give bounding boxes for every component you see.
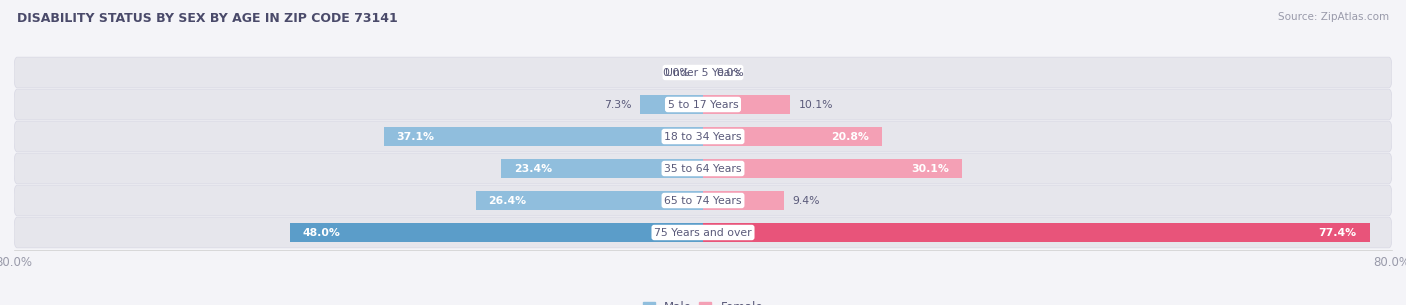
Text: 65 to 74 Years: 65 to 74 Years (664, 196, 742, 206)
Text: 77.4%: 77.4% (1319, 228, 1357, 238)
Text: Source: ZipAtlas.com: Source: ZipAtlas.com (1278, 12, 1389, 22)
Text: 18 to 34 Years: 18 to 34 Years (664, 131, 742, 142)
Text: 35 to 64 Years: 35 to 64 Years (664, 163, 742, 174)
Legend: Male, Female: Male, Female (638, 296, 768, 305)
Bar (703, 127, 882, 146)
Bar (703, 159, 962, 178)
Bar (475, 191, 703, 210)
Bar (290, 223, 703, 242)
FancyBboxPatch shape (14, 185, 1392, 216)
Text: 0.0%: 0.0% (716, 67, 744, 77)
Text: 23.4%: 23.4% (515, 163, 553, 174)
Text: 9.4%: 9.4% (793, 196, 820, 206)
Text: 48.0%: 48.0% (302, 228, 340, 238)
Bar (502, 159, 703, 178)
FancyBboxPatch shape (14, 217, 1392, 248)
FancyBboxPatch shape (14, 153, 1392, 184)
FancyBboxPatch shape (14, 89, 1392, 120)
FancyBboxPatch shape (14, 121, 1392, 152)
Text: 10.1%: 10.1% (799, 99, 834, 109)
Text: 7.3%: 7.3% (605, 99, 631, 109)
Bar (703, 191, 785, 210)
Text: 30.1%: 30.1% (911, 163, 949, 174)
Bar (640, 95, 703, 114)
Text: 26.4%: 26.4% (488, 196, 527, 206)
FancyBboxPatch shape (14, 57, 1392, 88)
Text: 37.1%: 37.1% (396, 131, 434, 142)
Bar (703, 223, 1369, 242)
Bar (703, 95, 790, 114)
Text: Under 5 Years: Under 5 Years (665, 67, 741, 77)
Text: 5 to 17 Years: 5 to 17 Years (668, 99, 738, 109)
Text: DISABILITY STATUS BY SEX BY AGE IN ZIP CODE 73141: DISABILITY STATUS BY SEX BY AGE IN ZIP C… (17, 12, 398, 25)
Text: 75 Years and over: 75 Years and over (654, 228, 752, 238)
Text: 20.8%: 20.8% (831, 131, 869, 142)
Bar (384, 127, 703, 146)
Text: 0.0%: 0.0% (662, 67, 690, 77)
